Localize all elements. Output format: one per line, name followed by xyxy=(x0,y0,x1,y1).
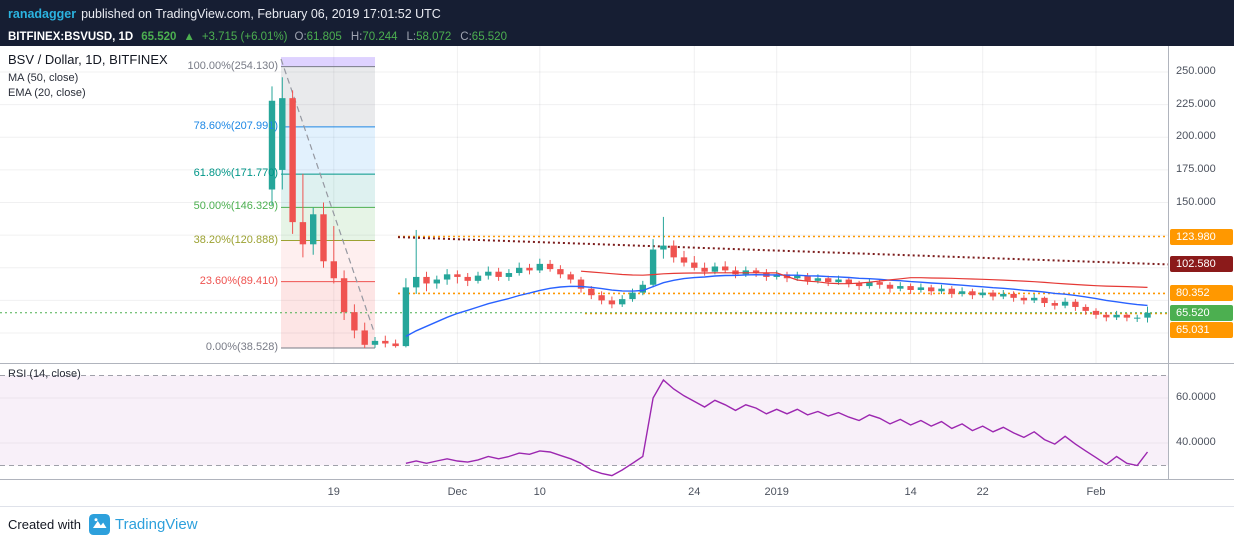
fib-level-label: 61.80%(171.770) xyxy=(193,167,278,180)
open-label: O: xyxy=(294,31,307,43)
grid-layer xyxy=(0,46,1168,364)
time-axis-label: 10 xyxy=(533,486,546,498)
close-value: 65.520 xyxy=(471,31,507,43)
fib-level-label: 23.60%(89.410) xyxy=(199,274,278,287)
fib-level-label: 38.20%(120.888) xyxy=(193,233,278,246)
price-axis-tick: 225.000 xyxy=(1176,97,1216,110)
footer-divider xyxy=(0,506,1234,507)
publish-header: ranadagger published on TradingView.com,… xyxy=(0,0,1234,28)
price-tag: 65.520 xyxy=(1170,304,1233,321)
ticker-last-price: 65.520 xyxy=(141,31,177,43)
close-label: C: xyxy=(460,31,472,43)
author-link[interactable]: ranadagger xyxy=(8,7,77,21)
time-axis-label: 14 xyxy=(904,486,917,498)
time-axis-label: 22 xyxy=(976,486,989,498)
ticker-change: +3.715 (+6.01%) xyxy=(201,31,288,43)
ema-line xyxy=(405,273,1148,338)
time-axis-label: 19 xyxy=(327,486,340,498)
footer: Created with TradingView xyxy=(0,507,1234,541)
tradingview-brand-link[interactable]: TradingView xyxy=(114,515,198,533)
fib-retracement xyxy=(281,57,375,349)
fib-level-label: 0.00%(38.528) xyxy=(205,341,278,354)
ticker-bar: BITFINEX:BSVUSD, 1D 65.520 ▲ +3.715 (+6.… xyxy=(0,28,1234,46)
time-axis[interactable]: 19 Dec 10 24 2019 14 22 Feb xyxy=(0,480,1168,506)
price-axis-tick: 200.000 xyxy=(1176,130,1216,143)
price-axis-tick: 175.000 xyxy=(1176,162,1216,175)
rsi-axis-tick: 40.0000 xyxy=(1176,436,1216,448)
price-tag: 80.352 xyxy=(1170,285,1233,302)
down-trendline xyxy=(397,236,1168,266)
impulse-trendline xyxy=(280,58,375,332)
ticker-close: C:65.520 xyxy=(460,31,507,43)
rsi-svg[interactable] xyxy=(0,364,1168,479)
rsi-legend[interactable]: RSI (14, close) xyxy=(8,368,81,380)
created-with-text: Created with xyxy=(8,516,81,532)
ma-legend[interactable]: MA (50, close) xyxy=(8,72,79,84)
time-axis-label: Dec xyxy=(447,486,468,498)
fib-level-label: 78.60%(207.991) xyxy=(193,119,278,132)
rsi-axis-tick: 60.0000 xyxy=(1176,391,1216,403)
open-value: 61.805 xyxy=(306,31,342,43)
candles-layer xyxy=(268,77,1151,349)
chart-title-legend: BSV / Dollar, 1D, BITFINEX xyxy=(8,52,168,67)
price-axis-tick: 250.000 xyxy=(1176,65,1216,78)
fib-level-label: 100.00%(254.130) xyxy=(187,59,278,72)
ticker-symbol: BITFINEX:BSVUSD, 1D xyxy=(8,31,134,43)
ema-legend[interactable]: EMA (20, close) xyxy=(8,87,86,99)
pane-divider[interactable] xyxy=(0,363,1234,364)
rsi-line xyxy=(405,378,1149,477)
price-tag: 123.980 xyxy=(1170,228,1233,245)
main-chart-svg[interactable] xyxy=(0,46,1168,364)
high-label: H: xyxy=(350,31,363,43)
price-axis-tick: 150.000 xyxy=(1176,195,1216,208)
change-up-arrow-icon: ▲ xyxy=(183,31,195,43)
ticker-low: L:58.072 xyxy=(407,31,452,43)
time-axis-label: Feb xyxy=(1086,486,1106,498)
price-tag: 65.031 xyxy=(1170,322,1233,339)
time-axis-label: 2019 xyxy=(764,486,789,498)
published-text: published on TradingView.com, February 0… xyxy=(81,7,441,21)
tradingview-logo-icon[interactable] xyxy=(88,513,110,535)
price-axis[interactable]: 250.000 225.000 200.000 175.000 150.000 60.00… xyxy=(1168,46,1234,480)
rsi-band xyxy=(0,375,1168,466)
ticker-high: H:70.244 xyxy=(351,31,398,43)
high-value: 70.244 xyxy=(362,31,398,43)
low-value: 58.072 xyxy=(416,31,452,43)
fib-level-label: 50.00%(146.329) xyxy=(193,200,278,213)
rsi-bottom-divider xyxy=(0,479,1234,480)
price-tag: 102.580 xyxy=(1170,256,1233,273)
ma-line xyxy=(580,270,1148,288)
ticker-open: O:61.805 xyxy=(295,31,342,43)
time-axis-label: 24 xyxy=(688,486,701,498)
low-label: L: xyxy=(406,31,417,43)
